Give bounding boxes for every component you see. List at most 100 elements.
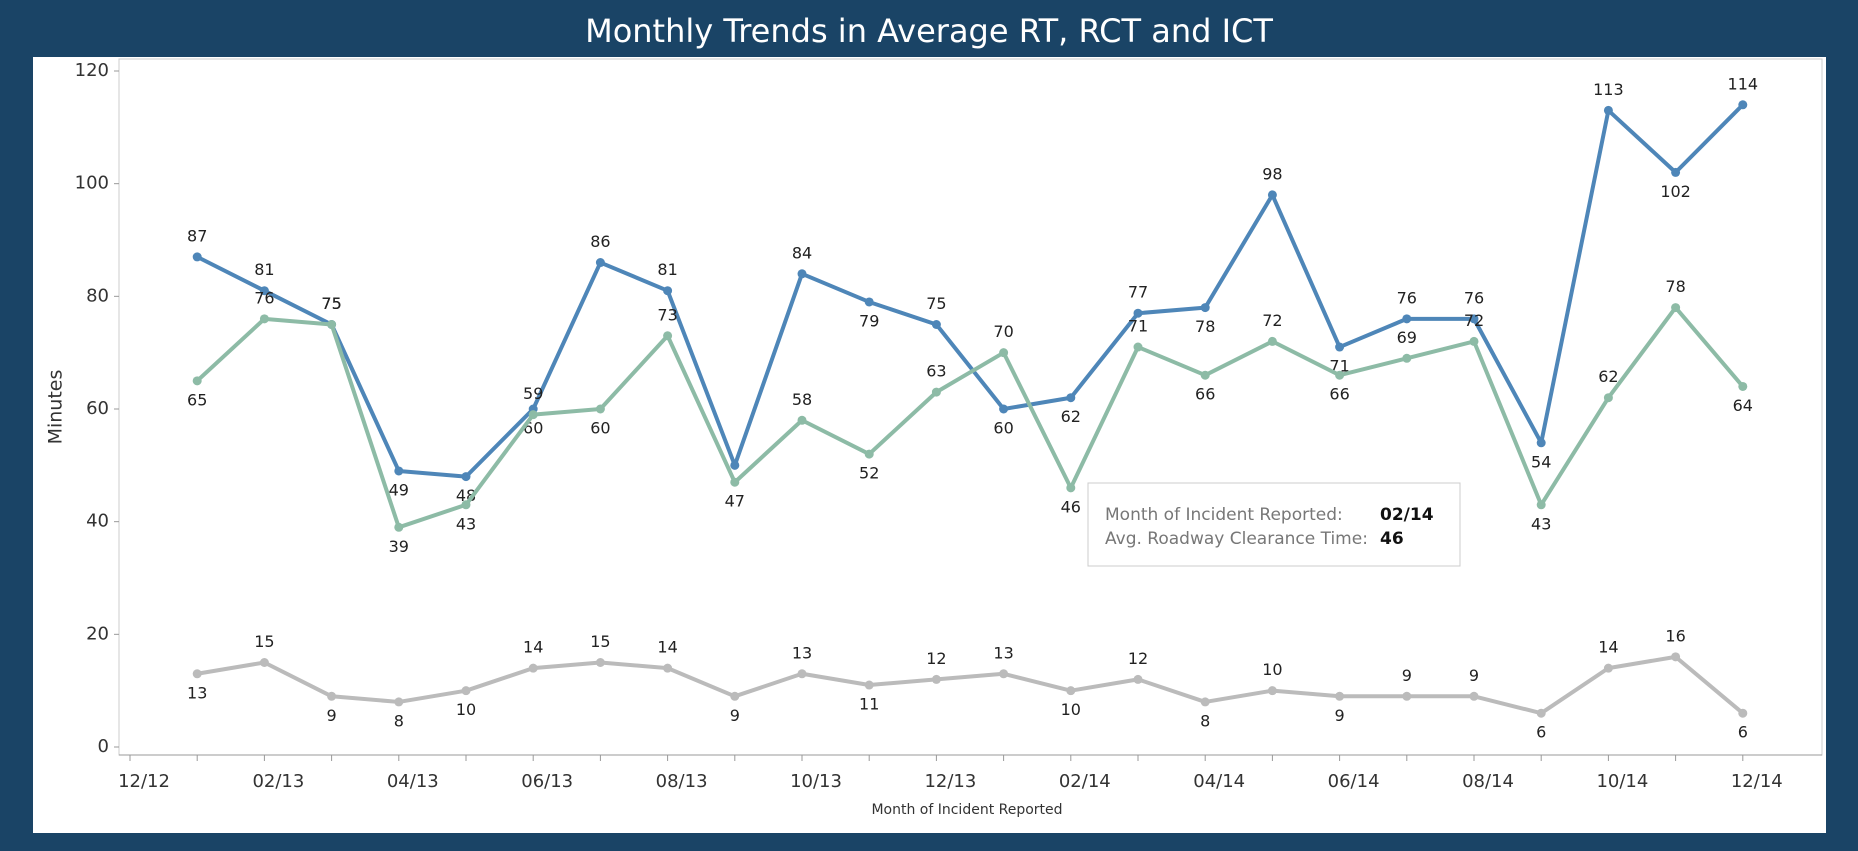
point <box>999 348 1009 358</box>
data-label: 10 <box>1061 700 1081 719</box>
y-tick-label: 80 <box>86 285 109 306</box>
point <box>1066 483 1076 493</box>
point <box>1335 342 1345 352</box>
x-tick-label: 02/14 <box>1059 771 1111 792</box>
data-label: 13 <box>187 683 207 702</box>
data-label: 15 <box>254 632 274 651</box>
point <box>528 663 538 673</box>
panel <box>33 57 1826 833</box>
point <box>1335 691 1345 701</box>
point <box>931 674 941 684</box>
point <box>461 686 471 696</box>
point <box>797 269 807 279</box>
x-tick-label: 06/14 <box>1328 771 1380 792</box>
data-label: 39 <box>389 537 409 556</box>
x-tick-label: 10/13 <box>790 771 842 792</box>
x-tick-label: 02/13 <box>252 771 304 792</box>
point <box>663 286 673 296</box>
point <box>1200 697 1210 707</box>
data-label: 14 <box>523 638 543 657</box>
point <box>730 691 740 701</box>
point <box>730 460 740 470</box>
point <box>1603 105 1613 115</box>
tooltip-label: Month of Incident Reported: <box>1105 505 1343 525</box>
tooltip-value: 02/14 <box>1380 505 1434 525</box>
point <box>1133 674 1143 684</box>
point <box>1536 500 1546 510</box>
data-label: 78 <box>1195 317 1215 336</box>
point <box>1200 303 1210 313</box>
data-label: 16 <box>1665 626 1685 645</box>
point <box>797 669 807 679</box>
point <box>1402 353 1412 363</box>
point <box>931 320 941 329</box>
data-label: 10 <box>456 700 476 719</box>
point <box>1402 691 1412 701</box>
point <box>461 500 471 510</box>
point <box>595 404 605 414</box>
point <box>595 658 605 667</box>
data-label: 15 <box>590 632 610 651</box>
series-line <box>196 654 1745 716</box>
point <box>1267 336 1277 346</box>
data-label: 114 <box>1728 74 1759 93</box>
data-label: 8 <box>394 711 404 730</box>
x-tick-label: 08/14 <box>1462 771 1514 792</box>
data-label: 9 <box>1402 666 1412 685</box>
data-label: 58 <box>792 390 812 409</box>
data-label: 72 <box>1262 311 1282 330</box>
point <box>1066 393 1076 403</box>
data-label: 60 <box>590 419 610 438</box>
x-tick-label: 08/13 <box>656 771 708 792</box>
y-tick-label: 20 <box>86 623 109 644</box>
point <box>1267 190 1277 200</box>
point <box>663 663 673 673</box>
y-tick-label: 0 <box>98 736 109 757</box>
point <box>192 669 202 679</box>
data-label: 8 <box>1200 711 1210 730</box>
point <box>864 680 874 690</box>
data-label: 76 <box>1397 288 1417 307</box>
data-label: 6 <box>1536 723 1546 742</box>
point <box>1738 381 1748 391</box>
data-label: 75 <box>926 294 946 313</box>
point <box>1536 438 1546 448</box>
point <box>1738 708 1748 718</box>
data-label: 47 <box>725 492 745 511</box>
data-label: 84 <box>792 243 812 262</box>
data-label: 66 <box>1195 385 1215 404</box>
data-label: 52 <box>859 464 879 483</box>
point <box>394 466 404 476</box>
point <box>1671 652 1681 662</box>
data-label: 9 <box>1335 706 1345 725</box>
point <box>327 320 337 329</box>
data-label: 9 <box>730 706 740 725</box>
point <box>1133 308 1143 318</box>
point <box>931 387 941 397</box>
point <box>1671 303 1681 313</box>
data-label: 98 <box>1262 164 1282 183</box>
data-label: 79 <box>859 311 879 330</box>
data-label: 102 <box>1660 182 1691 201</box>
point <box>259 658 269 667</box>
point <box>1335 370 1345 380</box>
y-tick-label: 100 <box>75 173 109 194</box>
data-label: 73 <box>657 305 677 324</box>
data-label: 43 <box>1531 514 1551 533</box>
point <box>1536 708 1546 718</box>
data-label: 71 <box>1128 317 1148 336</box>
point <box>864 297 874 307</box>
y-tick-label: 40 <box>86 511 109 532</box>
point <box>999 669 1009 679</box>
tooltip-value: 46 <box>1380 529 1404 549</box>
data-label: 75 <box>321 294 341 313</box>
data-label: 64 <box>1733 396 1753 415</box>
series-line <box>196 103 1745 479</box>
data-label: 9 <box>327 706 337 725</box>
data-label: 63 <box>926 362 946 381</box>
x-tick-label: 10/14 <box>1596 771 1648 792</box>
data-label: 14 <box>657 638 677 657</box>
x-tick-label: 12/12 <box>118 771 170 792</box>
data-label: 13 <box>993 643 1013 662</box>
